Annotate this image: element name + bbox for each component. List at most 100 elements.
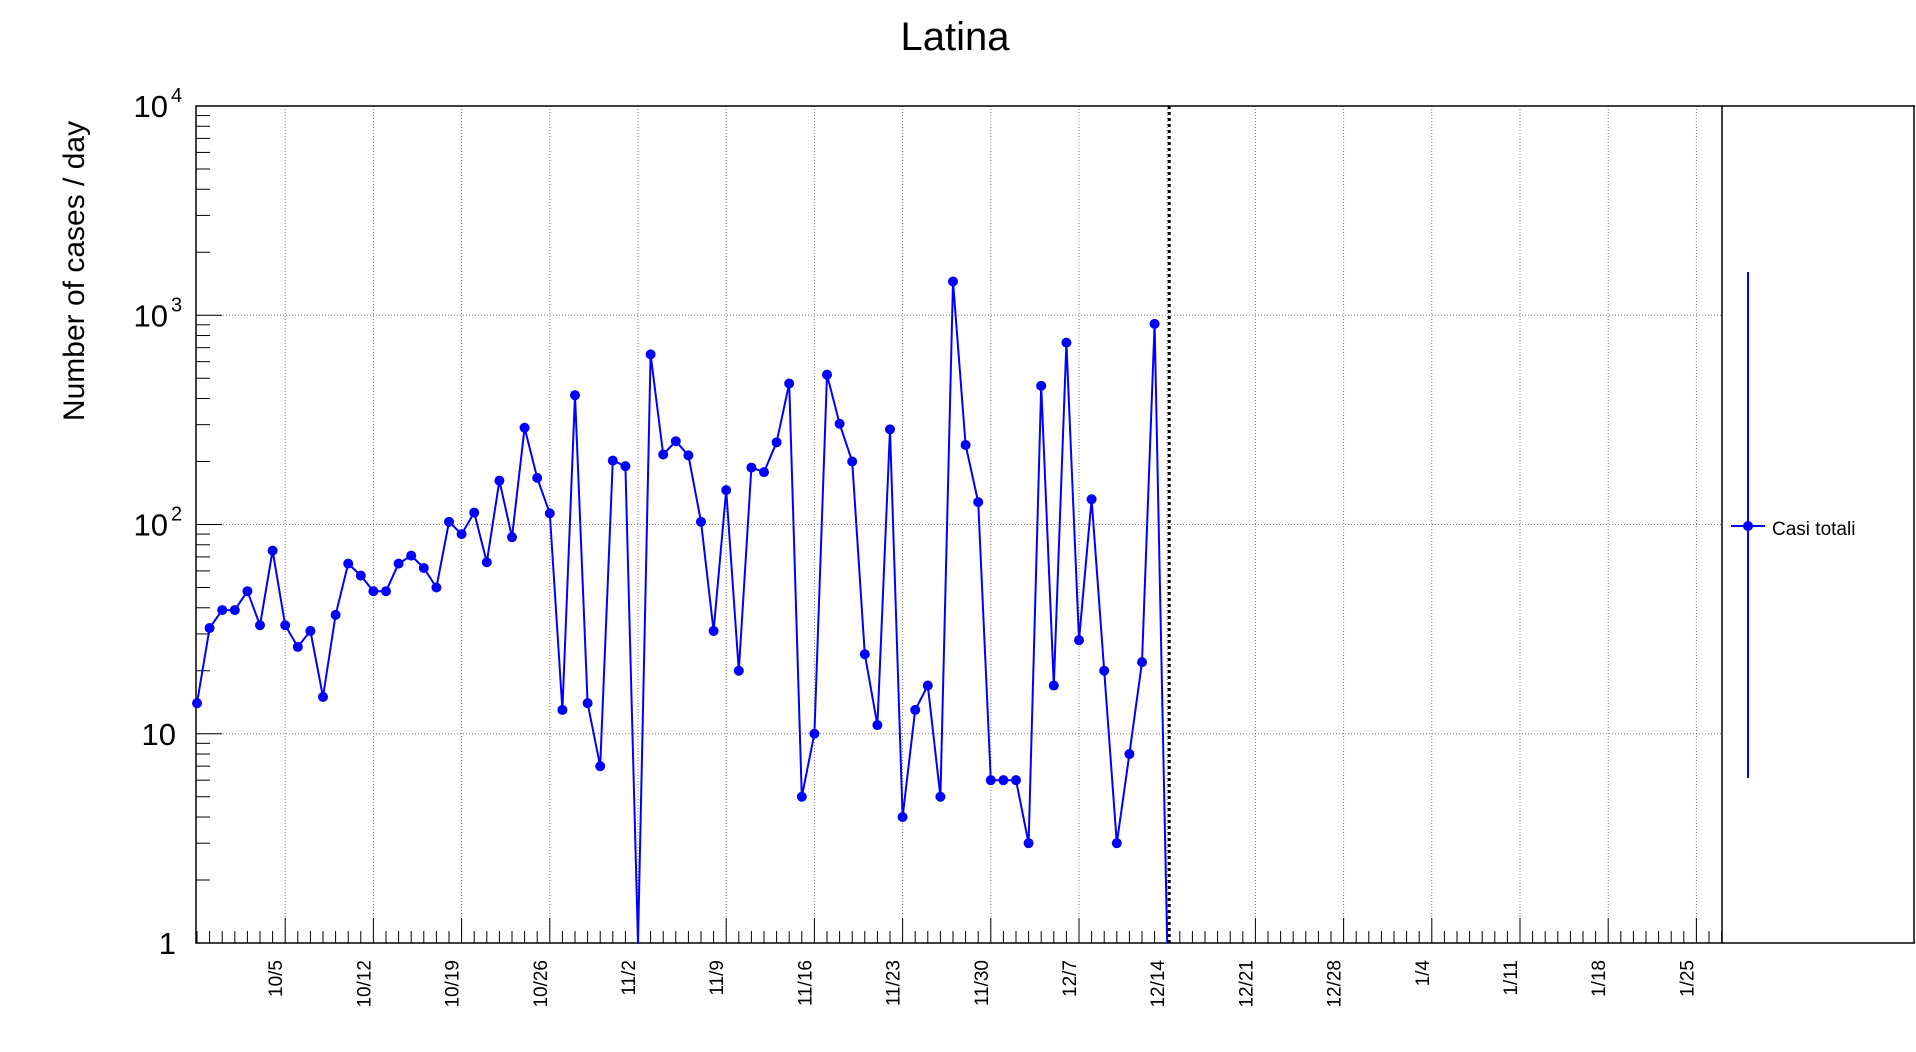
chart-title: Latina: [901, 15, 1011, 59]
data-point: [721, 485, 732, 496]
data-point: [859, 649, 870, 660]
x-tick-label: 12/7: [1060, 960, 1081, 997]
data-point: [229, 605, 240, 616]
y-tick-exponent: 3: [171, 294, 182, 316]
x-tick-label: 11/30: [972, 960, 993, 1006]
data-point: [507, 532, 517, 543]
data-point: [771, 437, 782, 448]
data-point: [872, 720, 883, 731]
data-point: [267, 545, 278, 556]
data-point: [1086, 494, 1097, 505]
data-point: [192, 698, 202, 709]
data-point: [292, 641, 303, 652]
data-point: [469, 507, 480, 518]
x-tick-label: 1/18: [1589, 960, 1610, 997]
data-point: [733, 665, 744, 676]
data-point: [1061, 337, 1072, 348]
data-point: [1074, 635, 1084, 646]
x-tick-label: 12/21: [1236, 960, 1257, 1008]
data-point: [897, 812, 908, 823]
data-point: [280, 620, 291, 631]
y-tick-exponent: 4: [171, 85, 182, 107]
data-point: [305, 625, 316, 636]
data-point: [658, 449, 669, 460]
x-tick-label: 11/2: [619, 960, 640, 996]
data-point: [1023, 838, 1034, 849]
data-point: [582, 698, 593, 709]
x-tick-label: 11/16: [795, 960, 816, 1006]
data-point: [960, 439, 971, 450]
data-point: [759, 467, 769, 478]
data-point: [1011, 775, 1021, 786]
data-point: [935, 791, 946, 802]
y-tick-label: 1: [159, 926, 176, 961]
legend: Casi totali: [1731, 272, 1855, 778]
data-point: [557, 704, 568, 715]
data-point: [595, 761, 606, 772]
y-tick-label: 10: [134, 508, 168, 543]
data-point: [922, 680, 933, 691]
data-point: [494, 475, 505, 486]
data-point: [985, 775, 996, 786]
x-tick-label: 12/14: [1148, 960, 1169, 1008]
series-casi-totali: [192, 276, 1169, 944]
x-tick-label: 10/19: [443, 960, 464, 1008]
data-point: [406, 550, 417, 561]
data-point: [1149, 318, 1160, 329]
data-point: [381, 586, 391, 597]
y-axis-label: Number of cases / day: [58, 121, 91, 421]
data-point: [481, 557, 492, 568]
data-point: [355, 570, 366, 581]
x-axis: 10/5 10/12 10/19 10/26 11/2 11/9 11/16 11/23 11/…: [196, 918, 1723, 1008]
data-point: [330, 609, 341, 620]
data-point: [998, 775, 1009, 786]
data-point: [1099, 665, 1110, 676]
data-point: [670, 436, 681, 447]
x-tick-label: 11/9: [707, 960, 728, 996]
legend-marker: [1743, 521, 1753, 531]
data-point: [393, 558, 404, 569]
data-point: [418, 562, 429, 573]
data-point: [822, 369, 832, 380]
data-point: [242, 586, 253, 597]
data-point: [708, 625, 719, 636]
x-tick-label: 10/5: [266, 960, 287, 997]
data-point: [1111, 838, 1122, 849]
data-point: [1137, 657, 1147, 668]
data-point: [519, 422, 530, 433]
data-point: [318, 691, 328, 702]
data-point: [910, 704, 921, 715]
y-tick-label: 10: [134, 298, 168, 333]
data-point: [645, 349, 656, 360]
data-point: [847, 456, 858, 467]
y-tick-label: 10: [134, 89, 168, 124]
data-point: [796, 791, 807, 802]
data-point: [784, 378, 795, 389]
data-point: [204, 623, 215, 634]
data-point: [456, 529, 467, 540]
data-point: [683, 450, 694, 461]
data-point: [368, 586, 379, 597]
y-tick-label: 10: [142, 717, 176, 752]
grid-layer: [196, 106, 1722, 943]
x-tick-label: 1/25: [1677, 960, 1698, 997]
data-point: [255, 620, 265, 631]
data-point: [532, 472, 543, 483]
data-point: [444, 516, 454, 527]
data-point: [973, 497, 984, 508]
legend-label: Casi totali: [1772, 519, 1855, 540]
x-tick-label: 10/26: [531, 960, 552, 1008]
data-point: [570, 390, 580, 401]
data-point: [431, 582, 442, 593]
y-tick-exponent: 2: [171, 504, 182, 526]
x-tick-label: 1/4: [1413, 960, 1434, 987]
data-point: [1048, 680, 1059, 691]
data-point: [343, 558, 354, 569]
data-point: [885, 424, 895, 435]
data-point: [607, 455, 618, 466]
data-point: [948, 276, 958, 287]
data-point: [809, 728, 820, 739]
data-point: [1124, 749, 1135, 760]
data-point: [1036, 380, 1047, 391]
